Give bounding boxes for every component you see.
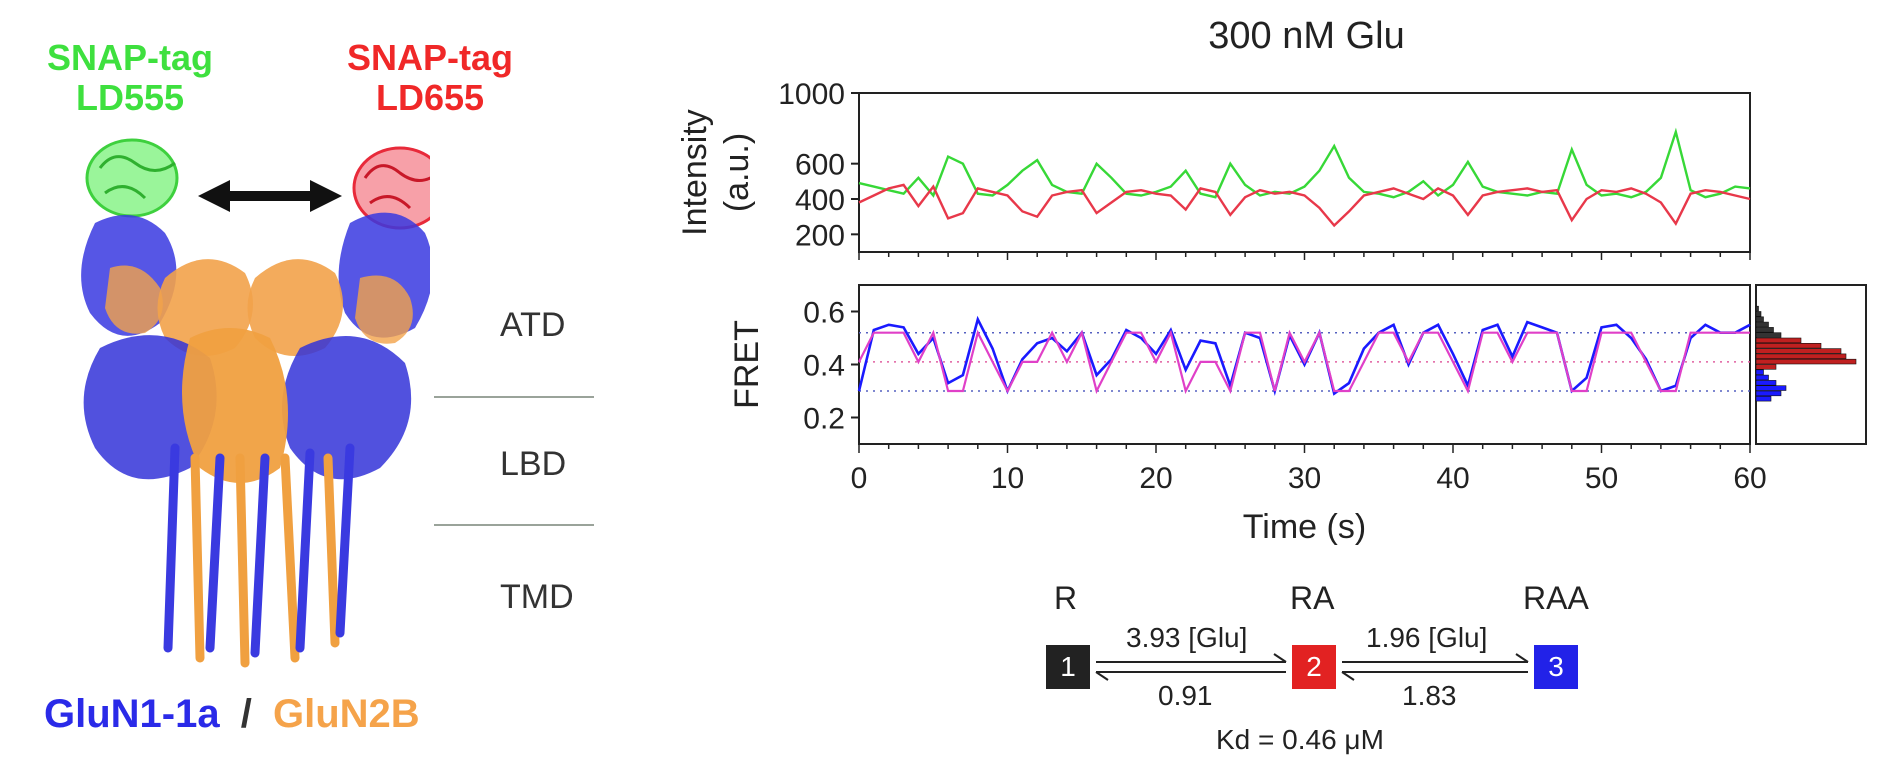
fret-x-tick-label: 60 — [1733, 462, 1766, 495]
intensity-y-tick-label: 1000 — [778, 78, 845, 111]
fret-y-tick-label: 0.4 — [803, 350, 845, 383]
atd-lbd-divider — [434, 396, 594, 398]
fret-x-tick-label: 50 — [1585, 462, 1618, 495]
fret-histogram-bar — [1755, 311, 1762, 317]
acceptor-intensity-trace — [858, 183, 1751, 228]
rate-1-reverse: 0.91 — [1158, 680, 1213, 711]
fret-histogram-bar — [1755, 305, 1759, 312]
state-2-box: 2 — [1292, 645, 1336, 689]
donor-intensity-trace — [858, 127, 1751, 199]
donor-tag-label: SNAP-tag LD555 — [30, 38, 230, 118]
rate-2-forward: 1.96 [Glu] — [1366, 622, 1488, 653]
fret-idealized-trace — [858, 329, 1750, 395]
state-ra-label: RA — [1290, 580, 1335, 616]
donor-tag-line1: SNAP-tag — [46, 37, 213, 78]
fret-x-axis-label: Time (s) — [1243, 508, 1366, 546]
fret-histogram-bar — [1755, 348, 1842, 354]
fret-histogram-bar — [1755, 342, 1822, 349]
fret-y-tick-label: 0.6 — [803, 297, 845, 330]
subunit-glun1-label: GluN1-1a — [44, 692, 220, 736]
region-atd-label: ATD — [500, 306, 566, 344]
intensity-y-axis-label-line1: Intensity — [676, 109, 714, 236]
scheme-arrows — [1095, 653, 1529, 681]
state-3-box: 3 — [1534, 645, 1578, 689]
state-raa-label: RAA — [1523, 580, 1589, 616]
fret-histogram-bar — [1755, 327, 1774, 333]
fret-double-arrow — [198, 180, 342, 212]
acceptor-tag-label: SNAP-tag LD655 — [330, 38, 530, 118]
fret-y-tick-label: 0.2 — [803, 403, 845, 436]
fret-histogram-bar — [1755, 374, 1769, 381]
intensity-plot-frame — [858, 92, 1751, 253]
fret-histogram-bar — [1755, 385, 1787, 391]
fret-histogram-bar — [1755, 358, 1857, 365]
fret-x-tick-label: 30 — [1288, 462, 1321, 495]
intensity-y-axis-label-line2: (a.u.) — [718, 133, 756, 212]
region-lbd-label: LBD — [500, 445, 567, 483]
structure-panel: SNAP-tag LD555 SNAP-tag LD655 — [0, 0, 620, 767]
fret-histogram-bar — [1755, 380, 1777, 386]
fret-histogram-bar — [1755, 364, 1777, 370]
intensity-y-tick-label: 200 — [795, 219, 845, 252]
subunit-legend: GluN1-1a / GluN2B — [44, 692, 420, 737]
lbd-tmd-divider — [434, 524, 594, 526]
kd-value: Kd = 0.46 μM — [1216, 724, 1384, 755]
rate-1-forward: 3.93 [Glu] — [1126, 622, 1248, 653]
state-1-box: 1 — [1046, 645, 1090, 689]
fret-histogram-bar — [1755, 316, 1764, 322]
fret-x-tick-label: 40 — [1436, 462, 1469, 495]
fret-histogram-bar — [1755, 390, 1782, 397]
subunit-separator: / — [240, 692, 252, 736]
fret-histogram-bar — [1755, 369, 1764, 375]
fret-trace — [857, 315, 1751, 396]
subunit-glun2b-label: GluN2B — [272, 692, 420, 736]
fret-histogram-bar — [1755, 337, 1802, 344]
fret-histogram-bar — [1755, 353, 1847, 359]
rate-2-reverse: 1.83 — [1402, 680, 1457, 711]
donor-snap-tag-shape — [85, 138, 179, 218]
fret-x-tick-label: 10 — [991, 462, 1024, 495]
donor-tag-line2: LD555 — [75, 77, 185, 118]
receptor-structure-illustration — [81, 138, 430, 668]
intensity-y-tick-label: 400 — [795, 184, 845, 217]
state-r-label: R — [1054, 580, 1078, 616]
region-tmd-label: TMD — [500, 578, 574, 616]
fret-x-tick-label: 0 — [851, 462, 868, 495]
acceptor-tag-line1: SNAP-tag — [346, 37, 513, 78]
fret-histogram-bar — [1755, 395, 1772, 402]
intensity-y-tick-label: 600 — [795, 149, 845, 182]
kinetic-scheme: R RA RAA 1 2 3 3.93 [Glu] 0.91 1.96 [Glu… — [1000, 580, 1640, 767]
fret-x-tick-label: 20 — [1139, 462, 1172, 495]
fret-y-axis-label: FRET — [728, 320, 766, 409]
chart-title: 300 nM Glu — [1208, 15, 1404, 57]
fret-histogram-bar — [1755, 332, 1782, 338]
fret-histogram-bar — [1755, 321, 1769, 328]
acceptor-tag-line2: LD655 — [375, 77, 485, 118]
